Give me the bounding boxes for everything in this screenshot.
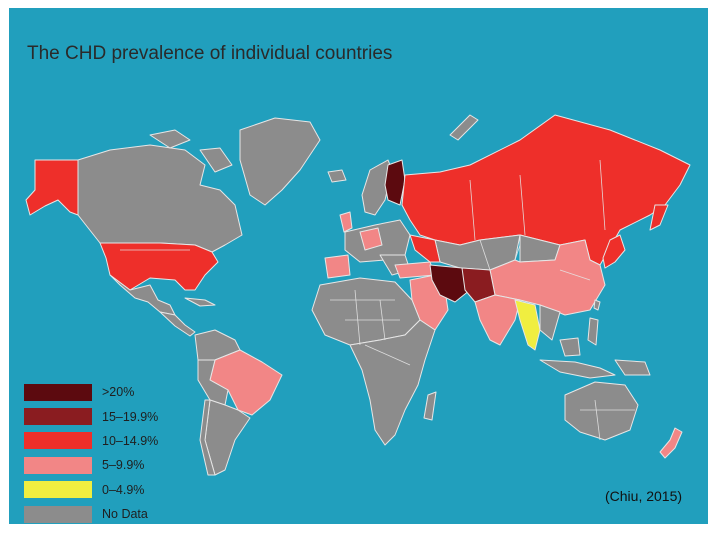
region-africa-central — [349, 319, 436, 446]
region-borneo — [559, 337, 581, 357]
region-alaska — [25, 159, 79, 216]
legend-label: No Data — [102, 507, 148, 522]
region-central-europe — [359, 227, 383, 251]
region-greenland — [239, 117, 321, 206]
region-new-guinea — [614, 359, 651, 376]
region-china — [489, 239, 606, 316]
legend-label: 15–19.9% — [102, 409, 159, 424]
region-caribbean — [184, 297, 216, 307]
region-indonesia — [539, 359, 616, 379]
legend-item: 0–4.9% — [24, 478, 158, 502]
region-chile — [199, 399, 216, 476]
region-turkey — [394, 261, 436, 279]
region-indochina — [539, 304, 561, 341]
region-central-america — [159, 311, 196, 337]
region-philippines — [587, 317, 599, 346]
region-scandinavia — [361, 159, 393, 216]
region-japan — [602, 234, 626, 269]
region-finland — [384, 159, 406, 206]
legend-label: >20% — [102, 385, 135, 400]
legend-label: 5–9.9% — [102, 458, 145, 473]
legend-item: No Data — [24, 502, 158, 526]
region-caucasus — [409, 234, 441, 263]
map-title: The CHD prevalence of individual countri… — [27, 43, 393, 64]
region-iceland — [327, 169, 347, 183]
region-taiwan — [593, 299, 601, 311]
legend-item: >20% — [24, 380, 158, 404]
legend-swatch — [24, 456, 92, 474]
legend-label: 0–4.9% — [102, 482, 145, 497]
legend-swatch — [24, 505, 92, 523]
region-novaya-zemlya — [449, 114, 479, 141]
region-peru-bolivia — [197, 359, 229, 406]
region-australia — [564, 381, 639, 441]
region-india — [474, 294, 521, 346]
region-thailand-myanmar — [514, 299, 541, 351]
region-uk — [339, 211, 353, 233]
legend-swatch — [24, 408, 92, 426]
map-legend: >20% 15–19.9% 10–14.9% 5–9.9% 0–4.9% No … — [24, 380, 158, 526]
legend-label: 10–14.9% — [102, 433, 159, 448]
citation: (Chiu, 2015) — [605, 488, 683, 504]
region-kamchatka — [649, 204, 669, 231]
legend-item: 15–19.9% — [24, 404, 158, 428]
region-madagascar — [423, 391, 437, 421]
legend-swatch — [24, 481, 92, 499]
legend-swatch — [24, 383, 92, 401]
legend-item: 10–14.9% — [24, 429, 158, 453]
region-arctic-islands — [149, 129, 191, 149]
legend-swatch — [24, 432, 92, 450]
region-iberia — [324, 254, 351, 279]
region-baffin — [199, 147, 233, 173]
region-new-zealand — [659, 427, 683, 459]
legend-item: 5–9.9% — [24, 453, 158, 477]
